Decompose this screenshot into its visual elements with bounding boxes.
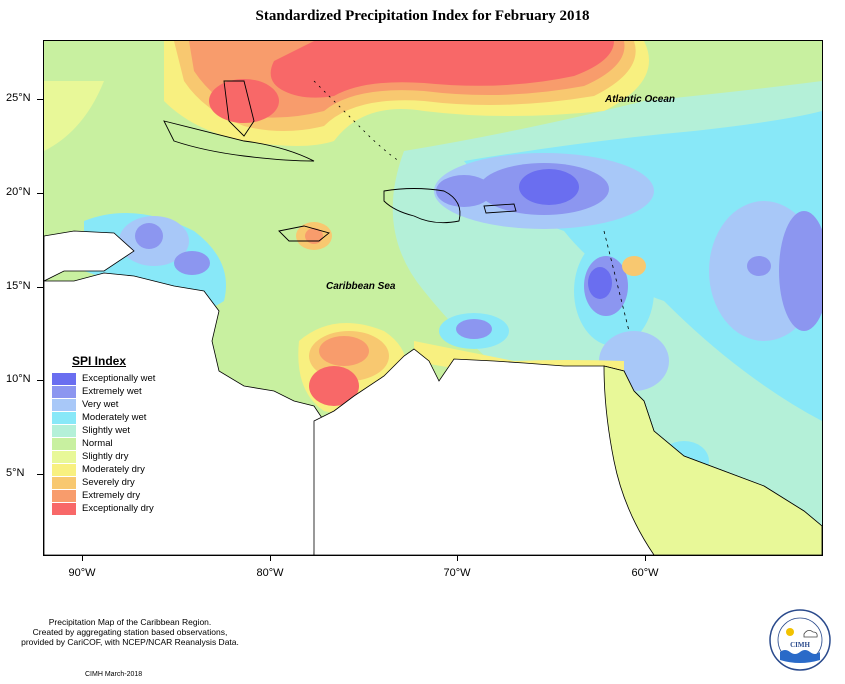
legend-item: Slightly wet <box>52 424 192 437</box>
extremely-wet-venezuela <box>456 319 492 339</box>
legend-swatch <box>52 502 76 515</box>
slightly-dry-west <box>44 81 104 151</box>
footer-line-3: provided by CariCOF, with NCEP/NCAR Rean… <box>21 637 239 647</box>
legend-label: Moderately wet <box>82 412 147 423</box>
outline-bahamas <box>313 80 400 162</box>
footer-line-2: Created by aggregating station based obs… <box>32 627 228 637</box>
land-yucatan <box>44 230 135 282</box>
lon-label-70w: 70°W <box>443 567 471 579</box>
lon-tick <box>270 555 271 561</box>
outline-cuba <box>163 120 315 162</box>
lat-label-5n: 5°N <box>6 467 25 479</box>
legend-item: Moderately wet <box>52 411 192 424</box>
extremely-wet-far-east <box>779 211 822 331</box>
lat-tick <box>37 99 43 100</box>
exceptionally-wet-north <box>519 169 579 205</box>
cimh-logo: CIMH <box>768 608 832 672</box>
lat-tick <box>37 287 43 288</box>
lat-label-20n: 20°N <box>6 186 31 198</box>
legend-item: Severely dry <box>52 476 192 489</box>
lon-tick <box>645 555 646 561</box>
legend-item: Normal <box>52 437 192 450</box>
legend-swatch <box>52 450 76 463</box>
legend-swatch <box>52 398 76 411</box>
legend-title: SPI Index <box>72 354 127 368</box>
footer-description: Precipitation Map of the Caribbean Regio… <box>10 617 250 647</box>
legend-label: Slightly wet <box>82 425 131 436</box>
legend-items: Exceptionally wet Extremely wet Very wet Mo… <box>52 372 192 515</box>
spi-map <box>43 40 823 556</box>
extremely-wet-honduras-2 <box>174 251 210 275</box>
legend-label: Severely dry <box>82 477 135 488</box>
exceptionally-dry-florida <box>209 79 279 123</box>
lat-label-10n: 10°N <box>6 373 31 385</box>
legend-swatch <box>52 489 76 502</box>
map-title: Standardized Precipitation Index for Feb… <box>255 8 590 24</box>
land-guianas <box>603 365 822 555</box>
exceptionally-dry-panama <box>309 366 359 406</box>
legend-swatch <box>52 476 76 489</box>
legend-item: Extremely wet <box>52 385 192 398</box>
legend-item: Slightly dry <box>52 450 192 463</box>
extremely-wet-east-spot <box>747 256 771 276</box>
lat-tick <box>37 193 43 194</box>
legend-item: Very wet <box>52 398 192 411</box>
lat-label-25n: 25°N <box>6 92 31 104</box>
lon-tick <box>82 555 83 561</box>
legend-item: Exceptionally wet <box>52 372 192 385</box>
lon-tick <box>457 555 458 561</box>
legend-label: Extremely wet <box>82 386 142 397</box>
legend-swatch <box>52 424 76 437</box>
spi-map-canvas <box>44 41 822 555</box>
severely-dry-antilles <box>622 256 646 276</box>
extremely-dry-jamaica <box>305 228 323 244</box>
lat-label-15n: 15°N <box>6 280 31 292</box>
lat-tick <box>37 380 43 381</box>
extremely-dry-south <box>319 336 369 366</box>
legend-swatch <box>52 385 76 398</box>
legend-label: Exceptionally dry <box>82 503 154 514</box>
exceptionally-wet-antilles <box>588 267 612 299</box>
legend-label: Very wet <box>82 399 119 410</box>
legend-label: Normal <box>82 438 113 449</box>
outline-jamaica <box>278 225 330 242</box>
legend-swatch <box>52 372 76 385</box>
lat-tick <box>37 474 43 475</box>
exceptionally-dry-north <box>270 41 614 98</box>
legend-item: Extremely dry <box>52 489 192 502</box>
atlantic-ocean-label: Atlantic Ocean <box>605 94 676 105</box>
outline-puerto-rico <box>483 203 517 214</box>
legend-swatch <box>52 463 76 476</box>
lon-label-90w: 90°W <box>68 567 96 579</box>
outline-hispaniola <box>383 188 461 224</box>
legend-label: Moderately dry <box>82 464 145 475</box>
footer-line-1: Precipitation Map of the Caribbean Regio… <box>48 617 212 627</box>
outline-lesser-antilles <box>603 230 630 332</box>
extremely-wet-hispaniola <box>436 175 492 207</box>
lon-label-60w: 60°W <box>631 567 659 579</box>
spi-legend: SPI Index Exceptionally wet Extremely wet… <box>52 354 192 515</box>
legend-item: Moderately dry <box>52 463 192 476</box>
legend-label: Slightly dry <box>82 451 129 462</box>
outline-florida <box>223 80 255 137</box>
legend-swatch <box>52 411 76 424</box>
lon-label-80w: 80°W <box>256 567 284 579</box>
footer-credit: CIMH March-2018 <box>85 671 143 678</box>
caribbean-sea-label: Caribbean Sea <box>326 281 396 292</box>
logo-text: CIMH <box>790 641 810 649</box>
legend-label: Exceptionally wet <box>82 373 156 384</box>
cimh-logo-icon: CIMH <box>769 609 831 671</box>
extremely-wet-honduras <box>135 223 163 249</box>
legend-label: Extremely dry <box>82 490 141 501</box>
legend-item: Exceptionally dry <box>52 502 192 515</box>
legend-swatch <box>52 437 76 450</box>
